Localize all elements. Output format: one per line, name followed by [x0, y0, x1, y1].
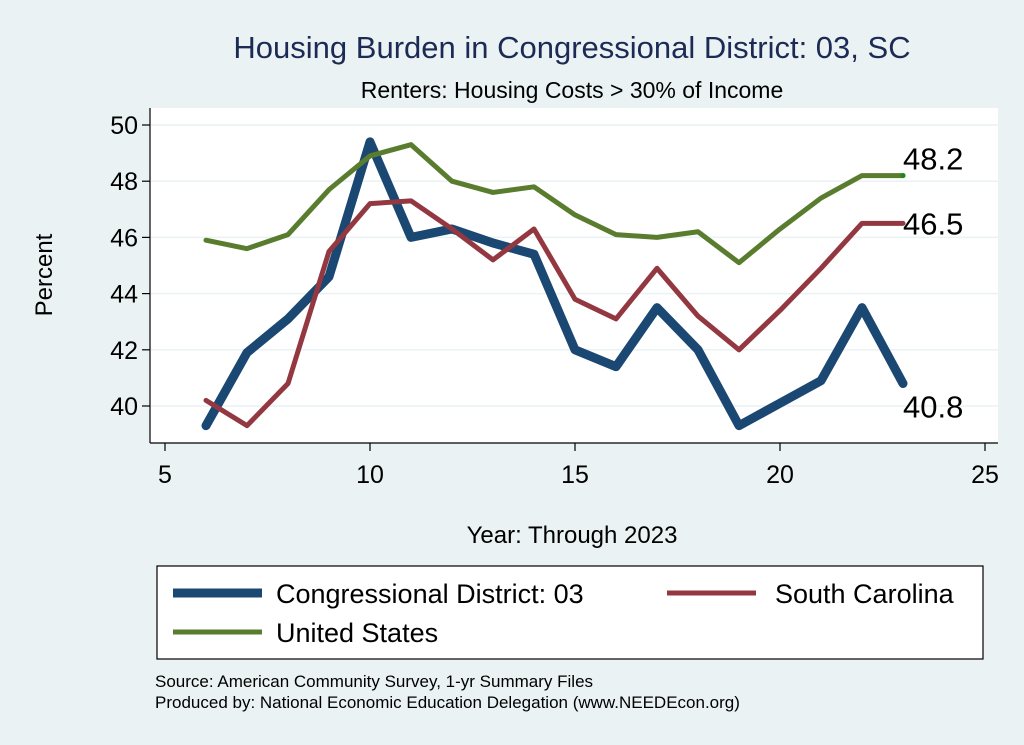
x-tick-label: 20 — [766, 461, 794, 489]
y-tick-label: 48 — [110, 168, 138, 196]
y-tick-label: 42 — [110, 337, 138, 365]
series-line-united-states — [203, 142, 906, 266]
y-tick-label: 40 — [110, 393, 138, 421]
end-label-district: 40.8 — [903, 390, 963, 425]
source-note: Source: American Community Survey, 1-yr … — [155, 672, 593, 691]
end-marker-united-states — [900, 173, 906, 179]
legend-label-district: Congressional District: 03 — [276, 579, 584, 609]
produced-by-note: Produced by: National Economic Education… — [155, 693, 740, 712]
x-tick-label: 25 — [971, 461, 999, 489]
x-axis-title: Year: Through 2023 — [467, 522, 678, 549]
y-axis-ticks: 40 42 44 46 48 50 — [110, 112, 150, 421]
series-line-south-carolina — [203, 198, 906, 429]
chart-title: Housing Burden in Congressional District… — [233, 30, 910, 65]
y-axis-title: Percent — [31, 233, 58, 316]
chart-subtitle: Renters: Housing Costs > 30% of Income — [361, 77, 784, 103]
legend-label-united-states: United States — [276, 618, 438, 648]
plot-area — [150, 108, 998, 443]
y-tick-label: 46 — [110, 224, 138, 252]
legend-box — [156, 565, 984, 660]
x-axis-ticks: 5 10 15 20 25 — [158, 443, 999, 489]
x-tick-label: 15 — [561, 461, 589, 489]
series-line-district — [201, 137, 908, 431]
x-tick-label: 5 — [158, 461, 172, 489]
end-label-united-states: 48.2 — [903, 142, 963, 177]
legend: Congressional District: 03 South Carolin… — [156, 565, 984, 660]
end-labels: 40.8 46.5 48.2 — [903, 142, 963, 425]
legend-label-south-carolina: South Carolina — [775, 579, 955, 609]
y-tick-label: 44 — [110, 281, 138, 309]
end-label-south-carolina: 46.5 — [903, 206, 963, 241]
x-tick-label: 10 — [356, 461, 384, 489]
y-tick-label: 50 — [110, 112, 138, 140]
series-lines — [201, 137, 908, 431]
